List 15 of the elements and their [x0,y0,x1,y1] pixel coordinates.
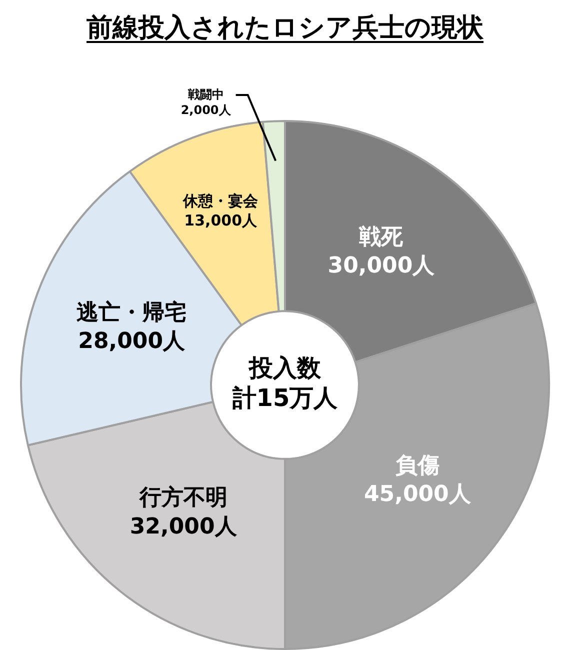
data-label: 28,000人 [78,328,186,354]
data-label: 2,000人 [180,102,232,117]
data-label: 32,000人 [130,514,238,540]
slice-label: 戦闘中 [186,87,224,102]
slice-label: 戦死 [358,225,404,250]
slice-label: 負傷 [395,454,440,479]
slice-label: 行方不明 [138,484,228,511]
slice-label: 逃亡・帰宅 [76,299,187,326]
data-label: 45,000人 [364,482,472,508]
data-label: 13,000人 [184,211,258,230]
data-label: 30,000人 [328,254,436,279]
slice-label: 休憩・宴会 [182,192,260,210]
text: 投入数 [248,354,322,382]
chart-title: 前線投入されたロシア兵士の現状 [86,12,484,45]
text: 計15万人 [231,384,339,412]
